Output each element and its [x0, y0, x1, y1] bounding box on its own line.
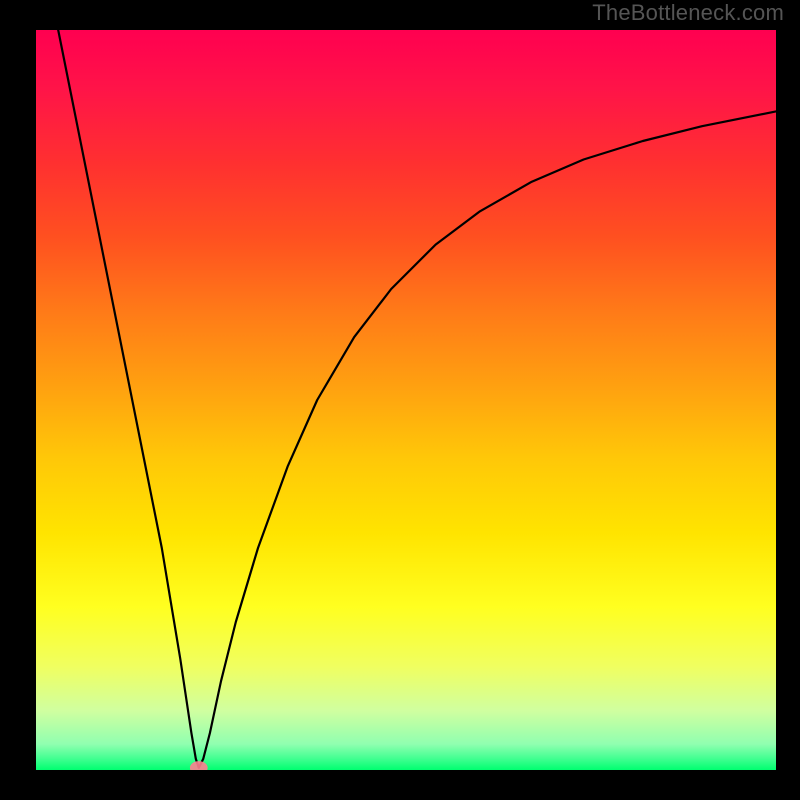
plot-area — [36, 30, 776, 770]
bottleneck-chart — [36, 30, 776, 770]
chart-container: TheBottleneck.com — [0, 0, 800, 800]
watermark-text: TheBottleneck.com — [592, 0, 784, 26]
gradient-background — [36, 30, 776, 770]
